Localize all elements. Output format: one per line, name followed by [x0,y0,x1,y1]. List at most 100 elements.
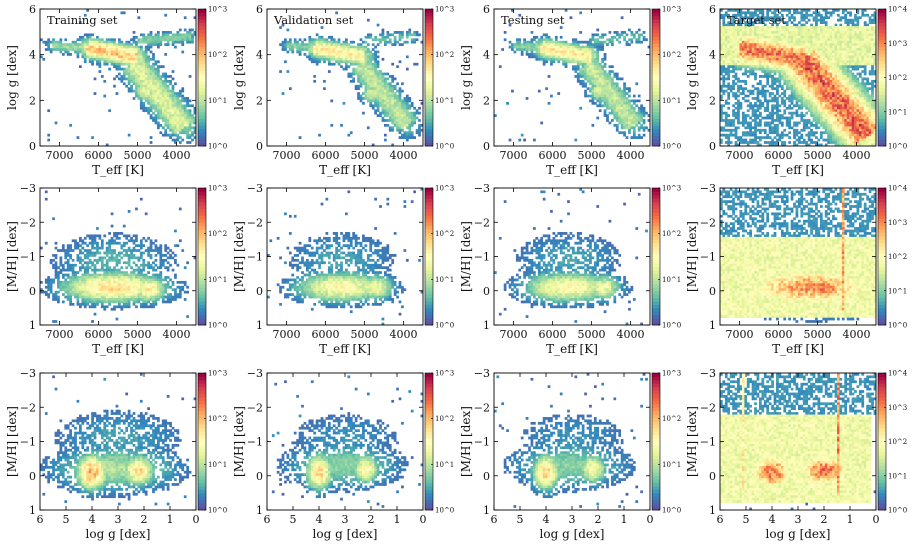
heatmap-cell [171,131,175,135]
heatmap-cell [759,11,762,15]
heatmap-cell [815,67,818,71]
heatmap-cell [832,26,835,29]
heatmap-cell [508,138,512,142]
heatmap-cell [788,119,791,122]
heatmap-cell [584,60,587,64]
colorbar-step [425,132,433,137]
heatmap-cell [768,84,772,88]
heatmap-cell [817,55,821,59]
heatmap-cell [812,109,816,113]
heatmap-cell [611,43,614,46]
heatmap-cell [366,65,370,69]
heatmap-cell [159,116,163,120]
heatmap-cell [332,57,336,61]
heatmap-cell [793,70,796,73]
heatmap-cell [562,55,565,59]
heatmap-cell [320,26,324,29]
heatmap-cell [812,48,816,51]
heatmap-cell [93,38,97,42]
heatmap-cell [832,114,835,117]
heatmap-cell [115,45,119,49]
heatmap-cell [734,40,738,44]
heatmap-cell [142,65,146,69]
heatmap-cell [778,65,782,69]
heatmap-cell [40,55,43,59]
heatmap-cell [122,72,126,76]
heatmap-cell [186,99,189,103]
heatmap-cell [147,97,150,100]
heatmap-cell [722,28,726,32]
heatmap-cell [186,33,189,37]
heatmap-cell [783,35,787,39]
heatmap-cell [308,35,312,39]
heatmap-cell [537,55,541,59]
colorbar: 10^010^110^210^3 [424,6,454,151]
heatmap-cell [118,65,121,69]
heatmap-cell [768,60,772,64]
heatmap-cell [754,111,757,115]
heatmap-cell [183,33,187,37]
heatmap-cell [795,57,799,61]
heatmap-cell [829,28,833,32]
heatmap-cell [579,40,583,44]
heatmap-cell [827,67,830,71]
heatmap-cell [737,114,740,117]
heatmap-cell [739,84,743,88]
heatmap-cell [386,106,390,110]
heatmap-cell [91,136,94,139]
heatmap-cell [384,133,387,137]
heatmap-cell [381,82,385,86]
heatmap-cell [729,9,733,12]
heatmap-cell [759,55,762,59]
heatmap-cell [635,114,639,117]
heatmap-cell [181,128,185,132]
heatmap-cell [746,53,750,56]
heatmap-cell [606,79,609,83]
heatmap-cell [183,38,187,42]
heatmap-cell [623,87,626,91]
colorbar-step [652,12,660,17]
heatmap-cell [376,94,380,98]
colorbar-step [425,70,433,75]
heatmap-cell [379,87,382,91]
heatmap-cell [286,40,290,44]
heatmap-cell [366,70,370,73]
heatmap-cell [357,43,360,46]
heatmap-cell [359,97,363,100]
heatmap-cell [127,89,131,93]
heatmap-cell [188,40,192,44]
heatmap-cell [540,55,544,59]
heatmap-cell [623,121,626,125]
heatmap-cell [589,38,592,42]
heatmap-cell [800,97,804,100]
colorbar-step [652,29,660,34]
heatmap-cell [393,38,397,42]
heatmap-cell [405,109,409,113]
heatmap-cell [807,43,811,46]
heatmap-cell [766,48,770,51]
heatmap-cell [579,75,583,78]
heatmap-cell [724,33,728,37]
heatmap-cell [829,141,833,144]
heatmap-cell [812,70,816,73]
heatmap-cell [166,114,170,117]
heatmap-cell [727,23,731,27]
heatmap-cell [157,97,160,100]
heatmap-cell [637,121,641,125]
heatmap-cell [193,128,196,132]
heatmap-cell [174,133,177,137]
heatmap-cell [798,11,801,15]
heatmap-cell [754,109,757,113]
heatmap-cell [810,67,813,71]
heatmap-cell [824,123,828,127]
heatmap-cell [66,50,70,54]
heatmap-cell [108,109,111,113]
heatmap-cell [598,92,602,95]
heatmap-cell [506,101,509,105]
heatmap-cell [120,55,124,59]
heatmap-cell [805,26,809,29]
heatmap-cell [606,75,609,78]
heatmap-cell [181,109,185,113]
heatmap-cell [817,79,821,83]
heatmap-cell [625,33,629,37]
